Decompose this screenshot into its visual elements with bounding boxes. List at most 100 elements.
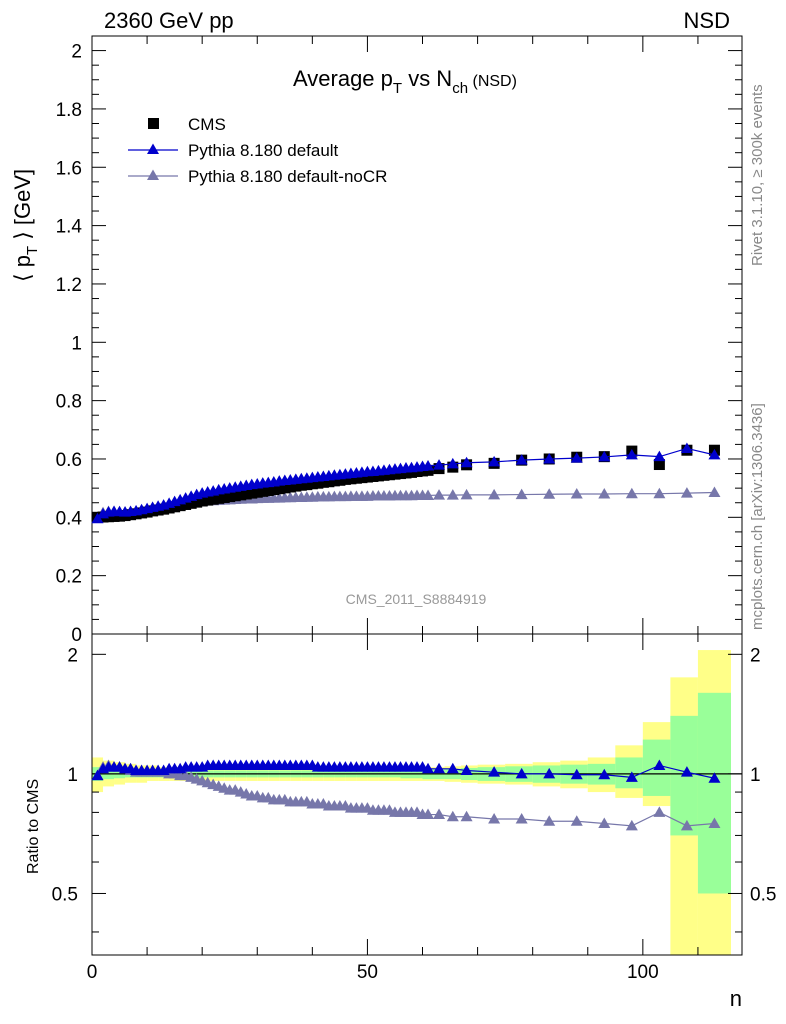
point-cms	[284, 481, 296, 493]
ratio-point-default	[91, 769, 104, 781]
point-nocr	[433, 489, 446, 500]
point-nocr	[598, 487, 611, 499]
point-nocr	[515, 488, 528, 500]
ratio-tick-label: 1	[67, 765, 78, 786]
point-cms	[290, 480, 302, 492]
point-cms	[306, 478, 318, 490]
ratio-point-default	[708, 772, 721, 783]
ratio-point-default	[515, 767, 528, 779]
point-cms	[339, 473, 351, 485]
header-right: NSD	[684, 8, 730, 33]
legend-marker-default	[147, 143, 159, 154]
y-tick-label: 1.2	[56, 275, 82, 296]
point-cms	[235, 489, 247, 501]
ratio-point-default	[598, 768, 611, 780]
point-cms	[229, 490, 241, 502]
y-tick-label: 0	[71, 625, 82, 646]
ratio-point-nocr	[433, 808, 446, 820]
y-tick-label: 2	[71, 42, 82, 63]
point-cms	[328, 475, 340, 487]
point-nocr	[708, 486, 721, 498]
point-cms	[185, 497, 197, 509]
point-cms	[279, 482, 291, 494]
point-cms	[334, 474, 346, 486]
point-default	[653, 450, 666, 462]
point-nocr	[570, 487, 583, 499]
point-cms	[251, 486, 263, 498]
data-series	[91, 442, 721, 831]
point-nocr	[625, 487, 638, 499]
ratio-point-nocr	[460, 810, 473, 822]
point-cms	[295, 479, 307, 491]
chart-title: Average pT vs Nch (NSD)	[293, 66, 517, 97]
point-cms	[312, 477, 324, 489]
point-cms	[317, 476, 329, 488]
x-tick-label: 100	[627, 962, 659, 983]
y-tick-label: 1	[71, 333, 82, 354]
point-cms	[301, 479, 313, 491]
y-tick-label: 1.6	[56, 158, 82, 179]
ratio-y-axis-label: Ratio to CMS	[25, 779, 42, 874]
x-tick-label: 0	[87, 962, 98, 983]
point-cms	[196, 495, 208, 507]
point-cms	[246, 487, 258, 499]
mcplots-label: mcplots.cern.ch [arXiv:1306.3436]	[749, 403, 766, 630]
x-axis-label: n	[730, 986, 742, 1011]
point-cms	[103, 511, 115, 523]
legend: CMS Pythia 8.180 default Pythia 8.180 de…	[128, 115, 387, 186]
point-cms	[240, 488, 252, 500]
point-cms	[345, 473, 357, 485]
ratio-point-nocr	[625, 819, 638, 831]
point-cms	[191, 496, 203, 508]
point-cms	[653, 459, 665, 471]
y-tick-label: 0.6	[56, 450, 82, 471]
point-nocr	[460, 488, 473, 500]
point-default	[446, 457, 459, 469]
point-default	[543, 452, 556, 464]
x-tick-label: 50	[357, 962, 378, 983]
ratio-point-nocr	[680, 819, 693, 831]
uncertainty-bands	[92, 650, 731, 955]
point-nocr	[680, 487, 693, 498]
ratio-point-default	[433, 762, 446, 774]
analysis-tag: CMS_2011_S8884919	[346, 591, 487, 607]
point-cms	[356, 472, 368, 484]
band-green-segment	[615, 757, 643, 789]
point-default	[433, 459, 446, 470]
point-cms	[257, 485, 269, 497]
y-tick-label: 1.8	[56, 100, 82, 121]
ratio-plot-frame	[91, 633, 743, 956]
point-nocr	[543, 488, 556, 499]
ratio-point-default	[543, 767, 556, 779]
ratio-point-nocr	[708, 817, 721, 829]
legend-label-cms: CMS	[188, 115, 226, 134]
point-cms	[169, 501, 181, 513]
ratio-point-nocr	[515, 812, 528, 824]
ratio-point-nocr	[422, 808, 435, 820]
point-nocr	[653, 487, 666, 499]
ratio-point-default	[488, 766, 501, 777]
ratio-tick-label-right: 2	[750, 645, 761, 666]
y-tick-label: 0.4	[56, 508, 83, 529]
ratio-tick-label-right: 0.5	[750, 884, 776, 905]
y-tick-label: 0.8	[56, 392, 82, 413]
point-default	[570, 452, 583, 463]
rivet-label: Rivet 3.1.10, ≥ 300k events	[749, 84, 766, 266]
point-default	[680, 442, 693, 453]
ratio-point-default	[653, 759, 666, 770]
point-default	[460, 456, 473, 468]
point-default	[708, 448, 721, 460]
y-axis-label: ⟨ pT ⟩ [GeV]	[10, 169, 41, 282]
ratio-point-nocr	[446, 810, 459, 822]
band-green-segment	[697, 692, 731, 894]
ratio-point-default	[460, 764, 473, 775]
ratio-point-default	[422, 762, 435, 774]
legend-label-nocr: Pythia 8.180 default-noCR	[188, 167, 387, 186]
ratio-tick-label-right: 1	[750, 765, 761, 786]
legend-marker-cms	[148, 118, 159, 129]
ratio-point-default	[680, 766, 693, 777]
point-cms	[268, 484, 280, 496]
point-nocr	[446, 489, 459, 500]
ratio-point-nocr	[543, 815, 556, 826]
